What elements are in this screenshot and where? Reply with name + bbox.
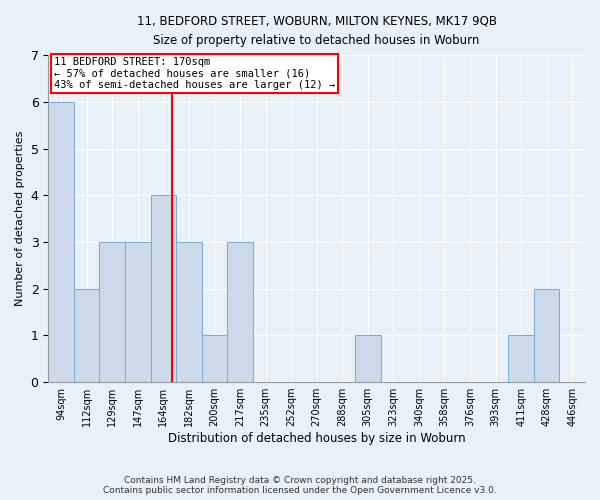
Bar bbox=[508, 336, 534, 382]
Bar bbox=[176, 242, 202, 382]
Bar bbox=[227, 242, 253, 382]
X-axis label: Distribution of detached houses by size in Woburn: Distribution of detached houses by size … bbox=[168, 432, 466, 445]
Title: 11, BEDFORD STREET, WOBURN, MILTON KEYNES, MK17 9QB
Size of property relative to: 11, BEDFORD STREET, WOBURN, MILTON KEYNE… bbox=[137, 15, 497, 47]
Bar bbox=[534, 288, 559, 382]
Text: Contains HM Land Registry data © Crown copyright and database right 2025.
Contai: Contains HM Land Registry data © Crown c… bbox=[103, 476, 497, 495]
Bar bbox=[100, 242, 125, 382]
Bar bbox=[48, 102, 74, 382]
Y-axis label: Number of detached properties: Number of detached properties bbox=[15, 131, 25, 306]
Text: 11 BEDFORD STREET: 170sqm
← 57% of detached houses are smaller (16)
43% of semi-: 11 BEDFORD STREET: 170sqm ← 57% of detac… bbox=[53, 56, 335, 90]
Bar bbox=[74, 288, 100, 382]
Bar bbox=[355, 336, 380, 382]
Bar bbox=[202, 336, 227, 382]
Bar bbox=[125, 242, 151, 382]
Bar bbox=[151, 195, 176, 382]
